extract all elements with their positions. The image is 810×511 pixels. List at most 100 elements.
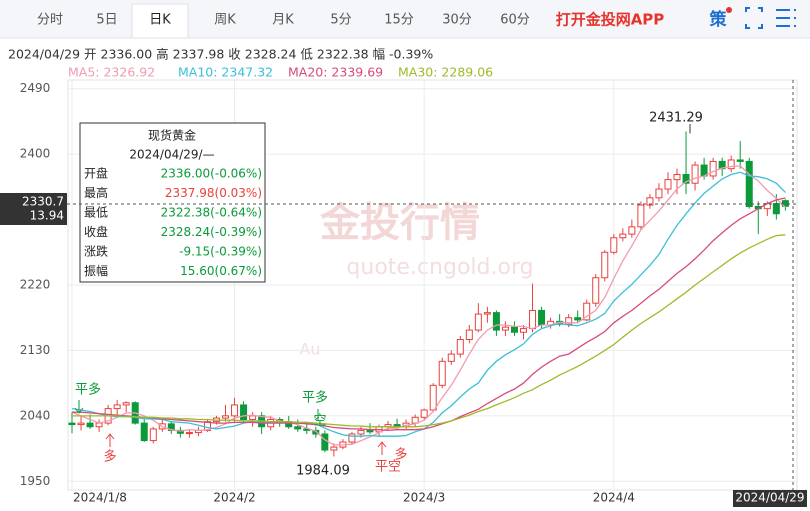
- candle-body: [610, 237, 618, 253]
- candle-body: [492, 312, 500, 331]
- candle-body: [736, 159, 744, 162]
- strategy-icon[interactable]: 策: [710, 9, 728, 30]
- candle-body: [231, 404, 239, 417]
- candle-body: [601, 251, 609, 279]
- badge: [726, 7, 732, 13]
- info-box: [79, 122, 266, 283]
- tab[interactable]: 5日: [96, 13, 117, 28]
- candle-body: [113, 404, 121, 410]
- annotation: 平多: [75, 382, 101, 398]
- candle-body: [637, 204, 645, 228]
- annotation: 平多: [302, 390, 328, 406]
- candle-body: [366, 429, 374, 433]
- candle-body: [483, 312, 491, 315]
- x-tick-label: 2024/2: [213, 491, 255, 505]
- ma-line: [72, 234, 786, 428]
- candle-body: [185, 432, 193, 435]
- candle-body: [465, 329, 473, 341]
- price-marker-change: 13.94: [30, 209, 64, 223]
- candle-body: [574, 317, 582, 321]
- tab[interactable]: 5分: [330, 13, 351, 28]
- candle-body: [664, 179, 672, 190]
- x-tick-label: 2024/1/8: [73, 491, 127, 505]
- info-line: 2024/04/29 开 2336.00 高 2337.98 收 2328.24…: [8, 47, 433, 62]
- candle-body: [592, 277, 600, 304]
- y-tick-label: 2400: [20, 147, 51, 161]
- candle-body: [772, 203, 780, 215]
- info-label: 开盘: [84, 166, 108, 181]
- info-label: 最高: [84, 185, 108, 200]
- candle-body: [628, 226, 636, 235]
- watermark: quote.cngold.org: [346, 255, 533, 280]
- candle-body: [312, 429, 320, 435]
- y-tick-label: 2490: [20, 81, 51, 95]
- x-label-bg: [733, 490, 807, 507]
- candle-body: [655, 188, 663, 199]
- candle-body: [357, 429, 365, 435]
- candle-body: [249, 415, 257, 420]
- candle-body: [646, 197, 654, 206]
- candle-body: [149, 428, 157, 442]
- candle-body: [538, 309, 546, 326]
- candle-body: [619, 233, 627, 239]
- price-marker-value: 2330.7: [22, 195, 64, 209]
- annotation: 1984.09: [296, 464, 350, 479]
- tab[interactable]: 30分: [442, 13, 472, 28]
- tab[interactable]: 周K: [214, 13, 236, 28]
- info-label: 涨跌: [84, 244, 108, 259]
- candle-body: [474, 313, 482, 331]
- candle-body: [727, 159, 735, 170]
- annotation: 多: [103, 449, 116, 465]
- tab[interactable]: 月K: [272, 13, 294, 28]
- annotation: 2431.29: [649, 111, 703, 126]
- active-tab-bg: [131, 3, 189, 39]
- plot: 1950 2040 2130 2220 2400 2490 2024/1/8 2024/2 20…: [20, 79, 807, 507]
- candle-body: [510, 326, 518, 333]
- tab[interactable]: 日K: [149, 13, 171, 28]
- tab[interactable]: 15分: [384, 13, 414, 28]
- ma-line: [71, 165, 786, 446]
- candle-body: [203, 421, 211, 431]
- annotation: 多: [394, 447, 407, 463]
- info-value: 2328.24(-0.39%): [161, 225, 262, 239]
- y-tick-label: 2220: [20, 278, 51, 292]
- candle-body: [447, 353, 455, 362]
- candle-body: [691, 164, 699, 184]
- candle-body: [167, 423, 175, 431]
- info-label: 最低: [84, 206, 108, 220]
- info-label: 振幅: [84, 263, 108, 278]
- tab[interactable]: 60分: [500, 13, 530, 28]
- candle-body: [709, 160, 717, 177]
- app-link[interactable]: 打开金投网APP: [556, 11, 665, 29]
- tab[interactable]: 分时: [37, 13, 63, 28]
- legend-entry: MA30: 2289.06: [398, 65, 493, 80]
- candle-body: [565, 317, 573, 325]
- annotation: 空: [313, 414, 326, 429]
- candle-body: [745, 160, 753, 207]
- x-tick-label: 2024/04/29: [735, 491, 804, 505]
- candle-body: [583, 302, 591, 321]
- fullscreen-icon[interactable]: [745, 7, 763, 29]
- overlay: 现货黄金 2024/04/29/— 2330.7 13.94 开盘 2336.00…: [0, 80, 797, 490]
- candle-body: [176, 429, 184, 434]
- y-tick-label: 1950: [20, 474, 51, 488]
- menu-icon[interactable]: [776, 9, 796, 27]
- legend-entry: MA20: 2339.69: [288, 65, 383, 80]
- legend-entry: MA5: 2326.92: [68, 65, 155, 80]
- candle-body: [682, 174, 690, 184]
- ma-line: [72, 197, 786, 432]
- info-value: 2322.38(-0.64%): [161, 206, 262, 220]
- info-value: 2336.00(-0.06%): [161, 167, 262, 181]
- watermark: 金投行情: [319, 200, 480, 246]
- candle-body: [420, 409, 428, 418]
- arrow: [74, 400, 84, 414]
- watermark: Au: [299, 340, 320, 359]
- price-marker: [0, 193, 67, 225]
- candle-body: [240, 404, 248, 420]
- arrow: [105, 433, 115, 447]
- candle-body: [68, 422, 76, 426]
- info-value: -9.15(-0.39%): [179, 245, 262, 259]
- info-label: 收盘: [84, 224, 108, 239]
- candle-body: [330, 446, 338, 451]
